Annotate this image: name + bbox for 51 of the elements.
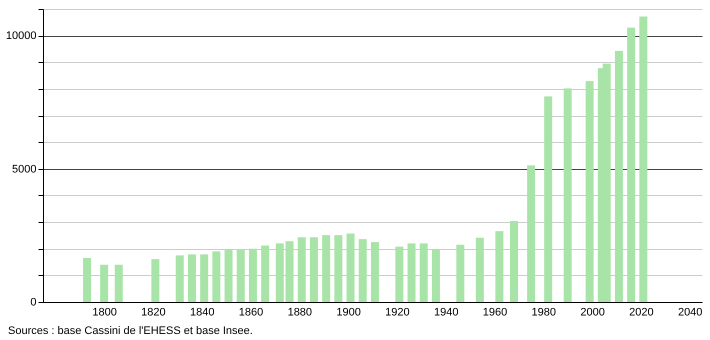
bar [176,255,184,302]
bar [200,254,208,302]
x-tick-label: 2020 [629,306,654,318]
x-tick-label: 1920 [385,306,410,318]
bar [83,258,92,302]
bar [614,50,623,302]
bar [510,221,518,302]
bar [334,235,342,302]
y-tick-label: 5000 [12,163,36,176]
x-tick-label: 1940 [434,306,458,318]
bar [476,238,484,302]
bar [586,81,594,302]
bar [224,249,233,302]
x-tick-label: 1820 [141,306,166,318]
x-tick-label: 1980 [532,306,556,318]
bar [358,239,367,302]
bar [212,251,220,302]
bar [248,248,257,302]
bar [627,28,636,302]
x-tick-label: 1900 [336,306,361,318]
x-tick-label: 1880 [288,306,312,318]
bar [527,165,536,302]
x-tick-label: 1960 [482,306,508,318]
bar [432,249,440,302]
bar [495,231,504,302]
bar [639,16,648,302]
bar [100,264,108,302]
bar [188,254,196,302]
x-tick-label: 1800 [92,306,117,318]
bar [370,242,379,302]
bar [395,246,404,302]
bar [298,237,306,302]
x-tick-label: 1840 [190,306,214,318]
bar [114,264,123,302]
bar [408,243,416,302]
x-tick-label: 2040 [678,306,702,318]
bar [151,259,160,302]
bar [236,250,245,302]
bar [322,235,330,302]
y-tick-label: 10000 [6,30,36,42]
bar [346,234,355,302]
bar [456,244,464,302]
bar [564,88,572,302]
bar [544,96,552,302]
x-tick-label: 1860 [238,306,264,318]
bar [261,246,270,302]
bar [420,243,428,302]
source-note: Sources : base Cassini de l'EHESS et base Insee. [8,325,253,337]
bar [310,237,318,302]
y-tick-label: 0 [30,296,36,308]
x-tick-label: 2000 [580,306,605,318]
